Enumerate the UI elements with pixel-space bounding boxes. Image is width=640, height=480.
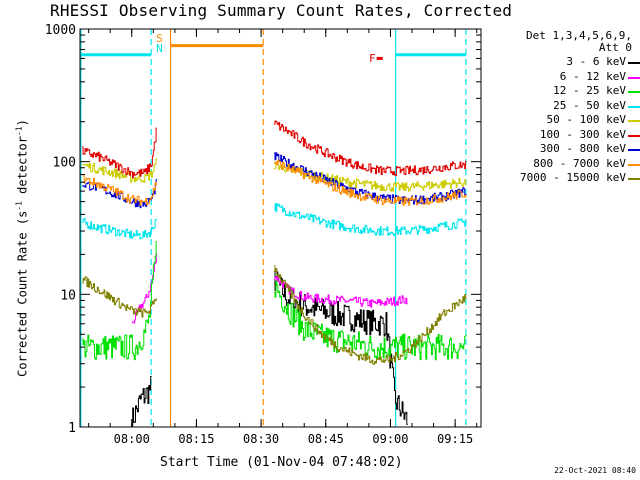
series-line-4-segB [274, 161, 467, 192]
x-tick-label-2: 08:30 [243, 432, 279, 446]
legend-swatch-5 [628, 134, 640, 137]
legend-swatch-3 [628, 105, 640, 108]
flag-s: S [156, 32, 163, 45]
series-line-5-segB [274, 120, 467, 177]
legend-attenuator: Att 0 [598, 41, 632, 54]
legend-detectors: Det 1,3,4,5,6,9, [526, 29, 632, 42]
y-axis-label: Corrected Count Rate (s-1 detector-1) [10, 119, 34, 377]
chart-title: RHESSI Observing Summary Count Rates, Co… [50, 1, 513, 20]
x-tick-label-0: 08:00 [114, 432, 150, 446]
y-axis-label-end: ) [15, 119, 30, 127]
legend-swatch-6 [628, 149, 640, 151]
y-axis-label-main: Corrected Count Rate (s [15, 210, 30, 377]
series-line-2-segB [274, 280, 467, 361]
y-axis-label-sup1: -1 [14, 201, 24, 211]
generated-date: 22-Oct-2021 08:40 [554, 466, 636, 475]
y-tick-label-0: 1 [68, 421, 76, 436]
series-lines [82, 120, 467, 428]
y-tick-label-1: 10 [60, 288, 76, 303]
x-tick-label-5: 09:15 [437, 432, 473, 446]
legend-swatch-2 [628, 91, 640, 93]
flag-n: N [156, 42, 163, 55]
plot-frame [79, 28, 482, 428]
legend-entry-3: 25 - 50 keV [553, 98, 626, 112]
legend-swatch-7 [628, 163, 640, 166]
series-line-3-segA [82, 217, 158, 240]
legend-entry-8: 7000 - 15000 keV [520, 171, 626, 184]
x-tick-label-3: 08:45 [308, 432, 344, 446]
legend-entry-6: 300 - 800 keV [539, 142, 626, 155]
state-flags: SN F [156, 32, 376, 65]
y-tick-label-2: 100 [53, 156, 76, 171]
series-line-1-segB [274, 276, 408, 308]
legend-swatch-4 [628, 120, 640, 122]
legend-entry-4: 50 - 100 keV [546, 113, 626, 126]
y-tick-label-3: 1000 [45, 23, 76, 38]
x-tick-label-4: 09:00 [372, 432, 408, 446]
series-line-7-segA [82, 174, 158, 206]
series-line-5-segA [82, 127, 158, 179]
legend-entry-7: 800 - 7000 keV [533, 156, 626, 170]
legend-entry-0: 3 - 6 keV [566, 55, 626, 68]
series-line-0-segA [131, 376, 152, 428]
y-axis-label-sup2: -1 [14, 126, 24, 137]
axis-ticks: 08:00 08:15 08:30 08:45 09:00 09:15 1 10 100 1000 [45, 23, 481, 446]
y-axis-label-mid: detector [15, 136, 30, 202]
series-line-2-segA [82, 241, 158, 361]
series-line-8-segA [82, 276, 158, 318]
x-tick-label-1: 08:15 [178, 432, 214, 446]
legend-swatch-0 [628, 62, 640, 64]
flag-f: F [369, 52, 376, 65]
legend-entry-1: 6 - 12 keV [559, 69, 626, 83]
series-line-7-segB [274, 159, 467, 206]
series-line-4-segA [82, 158, 158, 183]
legend-swatch-1 [628, 76, 640, 79]
series-line-3-segB [274, 203, 467, 236]
series-line-8-segB [274, 265, 467, 365]
legend-entry-5: 100 - 300 keV [539, 127, 626, 141]
x-axis-label: Start Time (01-Nov-04 07:48:02) [160, 455, 403, 470]
state-bars [80, 44, 466, 60]
legend-swatch-8 [628, 178, 640, 180]
legend-entry-2: 12 - 25 keV [553, 84, 626, 97]
